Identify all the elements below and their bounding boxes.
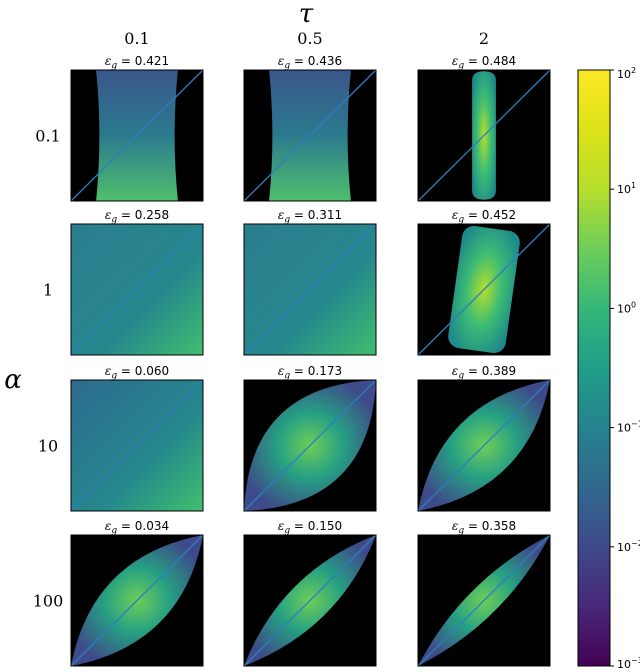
diagonal-line [70,534,204,667]
col-labels: 0.1 0.5 2 [124,29,489,48]
panel-r1-c1: εg = 0.311 [243,208,377,356]
panel-title: εg = 0.484 [452,54,516,71]
diagonal-line [417,534,551,667]
panel-title: εg = 0.452 [452,208,516,225]
row-label-3: 100 [33,592,64,611]
panel-r3-c2: εg = 0.358 [417,519,551,667]
colorbar-tick-label: 101 [617,181,636,196]
panel-r3-c1: εg = 0.150 [243,519,377,667]
panel-title: εg = 0.150 [278,519,342,536]
row-labels: 0.1 1 10 100 [33,127,64,611]
diagonal-line [417,69,551,202]
panel-frame [243,223,377,356]
panel-r0-c1: εg = 0.436 [243,54,377,202]
col-label-0: 0.1 [124,29,149,48]
panel-frame [243,534,377,667]
panel-r3-c0: εg = 0.034 [70,519,204,667]
panel-title: εg = 0.060 [105,364,169,381]
panel-title: εg = 0.173 [278,364,342,381]
panel-title: εg = 0.436 [278,54,342,71]
col-header-tau: τ [299,0,314,29]
panel-title: εg = 0.389 [452,364,516,381]
panel-r0-c0: εg = 0.421 [70,54,204,202]
panel-frame [417,379,551,512]
diagonal-line [243,534,377,667]
diagonal-line [70,223,204,356]
panel-title: εg = 0.034 [105,519,169,536]
colorbar-tick-label: 100 [617,300,636,315]
colorbar-gradient [577,69,611,667]
panel-frame [70,534,204,667]
panel-frame [417,534,551,667]
panel-frame [417,69,551,202]
panel-r2-c0: εg = 0.060 [70,364,204,512]
colorbar-ticks: 102 101 100 10−1 10−2 10−3 [610,66,640,671]
row-header-alpha: α [4,365,22,395]
panel-r1-c2: εg = 0.452 [417,208,551,356]
diagonal-line [70,379,204,512]
row-label-2: 10 [38,437,58,456]
panel-title: εg = 0.311 [278,208,342,225]
panel-frame [70,223,204,356]
diagonal-line [417,379,551,512]
colorbar-tick-label: 10−1 [617,420,640,435]
panel-r2-c2: εg = 0.389 [417,364,551,512]
panel-frame [417,223,551,356]
panel-frame [70,69,204,202]
row-label-0: 0.1 [35,127,60,146]
panel-title: εg = 0.258 [105,208,169,225]
panel-frame [243,69,377,202]
colorbar: 102 101 100 10−1 10−2 10−3 [577,66,640,671]
panel-frame [243,379,377,512]
panel-title: εg = 0.421 [105,54,169,71]
panel-grid: εg = 0.421 εg = 0.436 εg = 0.484 εg = 0.258… [70,54,551,667]
colorbar-tick-label: 102 [617,66,636,81]
diagonal-line [243,379,377,512]
col-label-2: 2 [479,29,489,48]
diagonal-line [70,69,204,202]
panel-title: εg = 0.358 [452,519,516,536]
diagonal-line [243,223,377,356]
panel-r0-c2: εg = 0.484 [417,54,551,202]
panel-frame [70,379,204,512]
colorbar-tick-label: 10−3 [617,656,640,671]
diagonal-line [243,69,377,202]
colorbar-tick-label: 10−2 [617,539,640,554]
row-label-1: 1 [43,281,53,300]
col-label-1: 0.5 [297,29,322,48]
diagonal-line [417,223,551,356]
panel-r1-c0: εg = 0.258 [70,208,204,356]
panel-r2-c1: εg = 0.173 [243,364,377,512]
